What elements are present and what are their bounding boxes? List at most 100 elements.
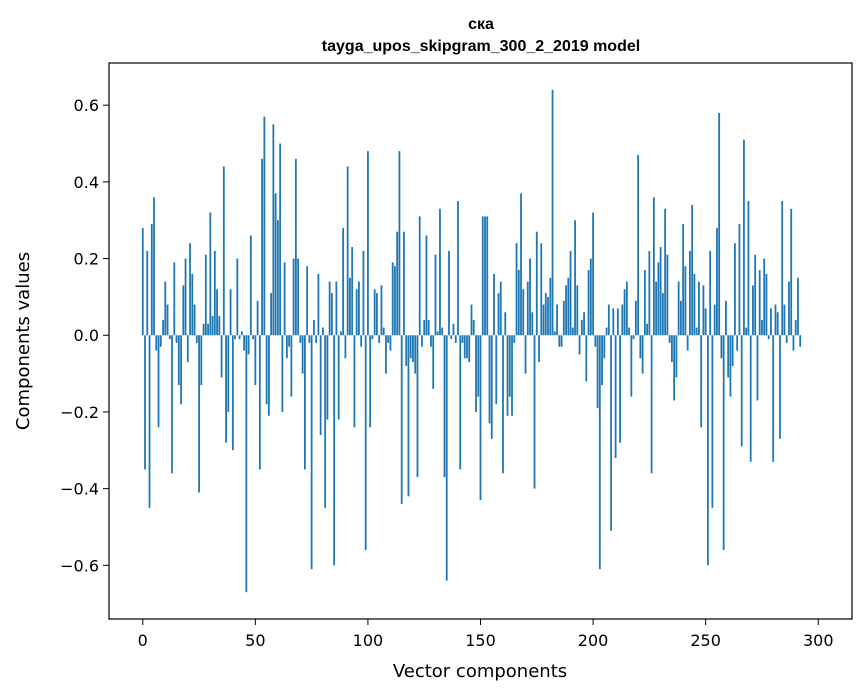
bar bbox=[416, 335, 419, 478]
bar bbox=[673, 335, 676, 401]
bar bbox=[319, 335, 322, 435]
bar bbox=[704, 308, 707, 336]
bar bbox=[752, 285, 754, 336]
bar bbox=[340, 331, 342, 336]
bar bbox=[731, 335, 734, 366]
bar bbox=[776, 312, 779, 336]
bar bbox=[605, 327, 608, 336]
bar bbox=[544, 293, 547, 336]
bar bbox=[772, 335, 775, 462]
bar bbox=[367, 151, 369, 336]
bar bbox=[432, 335, 435, 389]
bar bbox=[551, 89, 554, 336]
bar bbox=[290, 335, 293, 397]
bar bbox=[378, 335, 381, 343]
bar bbox=[684, 266, 687, 336]
bar bbox=[488, 335, 491, 424]
bar bbox=[711, 335, 714, 508]
bar bbox=[321, 327, 324, 336]
bar bbox=[531, 312, 534, 336]
bar bbox=[414, 335, 417, 374]
bar bbox=[157, 335, 160, 428]
bar bbox=[592, 212, 594, 336]
bar bbox=[454, 335, 457, 343]
bar bbox=[580, 319, 583, 336]
bar bbox=[337, 335, 340, 420]
bar bbox=[344, 335, 347, 359]
x-tick-label: 0 bbox=[138, 631, 148, 650]
bar bbox=[191, 273, 194, 336]
bar bbox=[781, 201, 784, 336]
bar bbox=[380, 285, 383, 336]
bar bbox=[245, 335, 248, 593]
bar bbox=[670, 335, 673, 363]
y-tick-label: −0.2 bbox=[60, 403, 99, 422]
bar bbox=[725, 300, 727, 336]
bar bbox=[400, 335, 403, 504]
bar bbox=[180, 335, 182, 405]
bar bbox=[317, 273, 320, 336]
bar bbox=[560, 335, 563, 347]
bar bbox=[686, 335, 689, 351]
y-tick-label: 0.0 bbox=[74, 326, 99, 345]
bar bbox=[783, 304, 786, 336]
chart-subtitle: tayga_upos_skipgram_300_2_2019 model bbox=[322, 38, 640, 55]
bar bbox=[790, 208, 793, 336]
bar bbox=[650, 335, 653, 474]
bar bbox=[463, 335, 466, 359]
bar bbox=[502, 335, 504, 474]
bar bbox=[209, 212, 212, 336]
bar bbox=[567, 277, 570, 336]
bar bbox=[274, 193, 277, 336]
bar bbox=[524, 335, 527, 374]
bar bbox=[677, 281, 680, 336]
bar bbox=[439, 208, 441, 336]
bar bbox=[477, 335, 480, 397]
bar bbox=[576, 285, 579, 336]
bar bbox=[688, 250, 691, 336]
bar bbox=[398, 151, 401, 336]
bar bbox=[493, 273, 495, 336]
bar bbox=[508, 335, 511, 397]
bar bbox=[549, 277, 552, 336]
bar bbox=[263, 116, 266, 336]
bar bbox=[522, 289, 525, 336]
bar bbox=[430, 335, 432, 347]
bar bbox=[270, 293, 273, 336]
x-tick-label: 150 bbox=[465, 631, 496, 650]
bar bbox=[792, 335, 795, 351]
bar bbox=[312, 319, 315, 336]
y-tick-label: 0.4 bbox=[74, 173, 99, 192]
bar bbox=[556, 304, 558, 336]
bar bbox=[702, 285, 705, 336]
bar bbox=[682, 224, 685, 336]
bar bbox=[727, 335, 730, 378]
bar bbox=[234, 335, 236, 340]
bar bbox=[229, 289, 232, 336]
bar bbox=[148, 335, 151, 508]
bar bbox=[369, 335, 372, 428]
bar bbox=[267, 335, 270, 416]
bar bbox=[547, 296, 549, 336]
bar bbox=[668, 335, 671, 343]
bar bbox=[497, 293, 500, 336]
bar bbox=[166, 304, 169, 336]
bar bbox=[382, 327, 385, 336]
bar bbox=[186, 335, 189, 363]
bar bbox=[387, 335, 390, 343]
bar bbox=[513, 335, 516, 343]
bar bbox=[472, 319, 475, 336]
bar bbox=[351, 247, 354, 336]
bar bbox=[162, 319, 164, 336]
bar bbox=[481, 216, 484, 336]
bar bbox=[294, 158, 297, 336]
bar bbox=[495, 335, 498, 405]
bar bbox=[589, 258, 592, 336]
bar bbox=[243, 335, 245, 351]
bar bbox=[585, 335, 588, 382]
bars-group bbox=[141, 89, 802, 593]
bar bbox=[256, 300, 259, 336]
bar bbox=[490, 335, 493, 439]
bar bbox=[774, 304, 777, 336]
bar bbox=[153, 197, 155, 336]
